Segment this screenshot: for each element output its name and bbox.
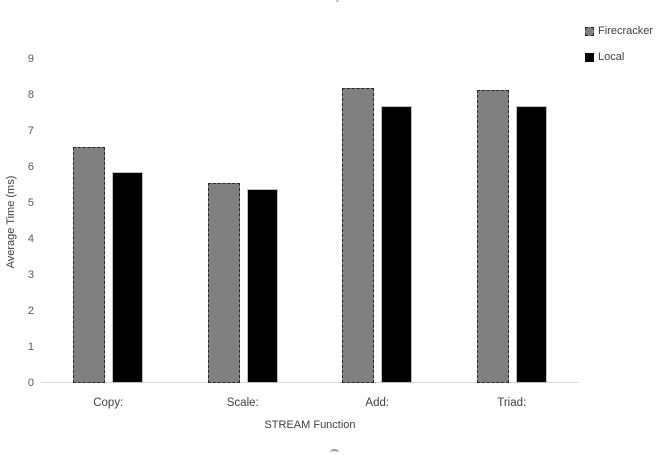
y-axis-title: Average Time (ms) (5, 175, 17, 269)
y-tick-4: 4 (27, 233, 34, 245)
legend: Firecracker Local (585, 25, 654, 78)
x-category-label-add: Add: (365, 397, 390, 409)
bar-firecracker-add (342, 88, 375, 383)
legend-marker-local-icon (585, 52, 594, 62)
y-tick-8: 8 (27, 89, 34, 101)
bar-local-scale (246, 189, 278, 383)
y-tick-0: 0 (27, 377, 34, 389)
legend-label-local: Local (598, 51, 625, 63)
x-category-label-triad: Triad: (497, 397, 527, 409)
y-tick-5: 5 (27, 197, 34, 209)
y-tick-7: 7 (27, 125, 34, 137)
bar-local-triad (515, 106, 547, 383)
x-axis-line (41, 382, 579, 383)
plot-area (41, 59, 579, 383)
y-tick-6: 6 (27, 161, 34, 173)
y-tick-9: 9 (27, 53, 34, 65)
y-tick-1: 1 (27, 341, 34, 353)
x-axis-title: STREAM Function (264, 419, 356, 431)
x-category-label-copy: Copy: (93, 397, 124, 409)
bar-firecracker-triad (476, 90, 509, 383)
bar-firecracker-scale (207, 183, 240, 383)
legend-marker-firecracker-icon (585, 26, 594, 36)
cropped-text-artifact-bottom (330, 449, 339, 455)
y-tick-2: 2 (27, 305, 34, 317)
bar-firecracker-copy (73, 147, 106, 383)
bar-local-add (381, 106, 413, 383)
x-category-label-scale: Scale: (226, 397, 259, 409)
legend-item-local: Local (585, 51, 653, 63)
y-tick-3: 3 (27, 269, 34, 281)
legend-label-firecracker: Firecracker (598, 25, 654, 37)
cropped-text-artifact-top (336, 0, 339, 2)
bar-local-copy (112, 172, 144, 383)
legend-item-firecracker: Firecracker (585, 25, 654, 37)
